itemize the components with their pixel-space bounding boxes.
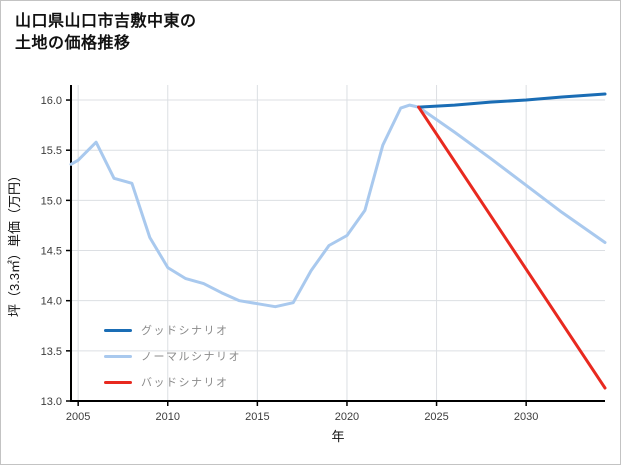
- x-tick-label: 2020: [335, 411, 359, 423]
- legend-item-normal: ノーマルシナリオ: [104, 343, 241, 369]
- y-tick-label: 14.0: [41, 296, 62, 308]
- legend-label-bad: バッドシナリオ: [141, 377, 229, 389]
- x-tick-label: 2010: [156, 411, 180, 423]
- chart-title-line2: 土地の価格推移: [15, 35, 131, 52]
- y-axis-label: 坪（3.3㎡）単価（万円）: [7, 169, 22, 317]
- legend-swatch-normal: [104, 354, 132, 358]
- x-tick-label: 2030: [514, 411, 538, 423]
- y-tick-label: 15.0: [41, 195, 62, 207]
- legend-swatch-good: [104, 328, 132, 332]
- x-axis-label: 年: [331, 429, 344, 444]
- y-tick-label: 13.5: [41, 346, 62, 358]
- series-line-2: [417, 105, 607, 390]
- y-tick-label: 14.5: [41, 246, 62, 258]
- series-line-0: [417, 92, 607, 109]
- x-tick-label: 2015: [245, 411, 269, 423]
- legend-swatch-bad: [104, 380, 132, 384]
- y-tick-label: 16.0: [41, 95, 62, 107]
- legend-label-good: グッドシナリオ: [141, 325, 229, 337]
- legend: グッドシナリオ ノーマルシナリオ バッドシナリオ: [104, 317, 241, 395]
- x-tick-label: 2025: [424, 411, 448, 423]
- series-line-1: [69, 103, 607, 309]
- x-tick-label: 2005: [66, 411, 90, 423]
- chart-title-line1: 山口県山口市吉敷中東の: [15, 13, 197, 30]
- legend-item-good: グッドシナリオ: [104, 317, 241, 343]
- chart-title: 山口県山口市吉敷中東の 土地の価格推移: [15, 11, 197, 55]
- y-tick-label: 13.0: [41, 396, 62, 408]
- legend-item-bad: バッドシナリオ: [104, 369, 241, 395]
- y-tick-label: 15.5: [41, 145, 62, 157]
- legend-label-normal: ノーマルシナリオ: [141, 351, 241, 363]
